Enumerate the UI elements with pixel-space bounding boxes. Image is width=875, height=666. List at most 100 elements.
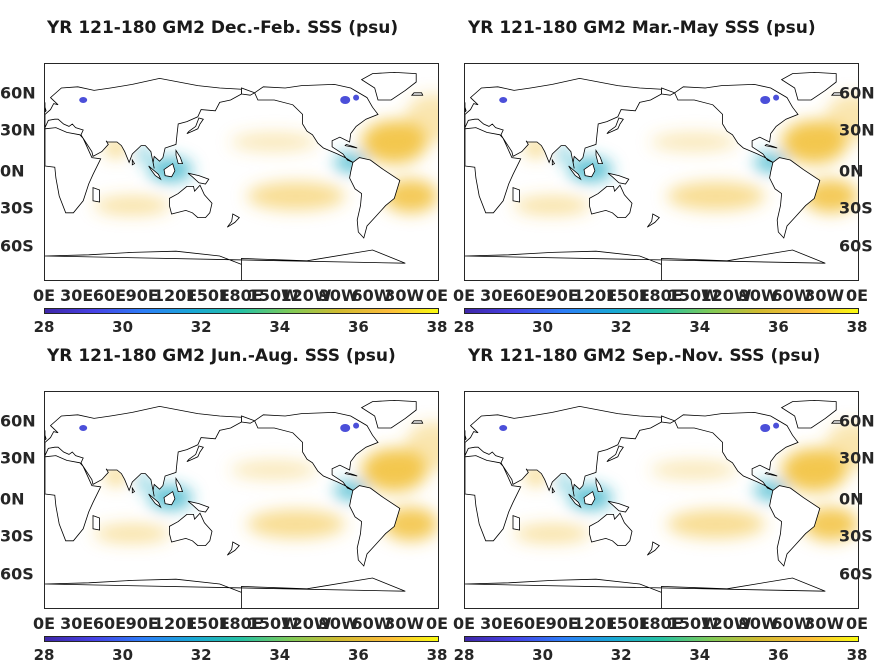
- low-salinity-sea: [499, 425, 508, 431]
- lon-tick-label: 180E: [638, 614, 683, 633]
- salinity-feature: [247, 181, 346, 211]
- land-australia: [169, 512, 213, 546]
- low-salinity-sea: [760, 424, 771, 432]
- salinity-feature: [667, 509, 766, 539]
- panel-title: YR 121-180 GM2 Mar.-May SSS (psu): [468, 18, 816, 38]
- lon-tick-label: 90W: [738, 614, 779, 633]
- lon-tick-label: 90E: [545, 286, 579, 305]
- sss-map: [44, 391, 439, 609]
- lon-tick-label: 90W: [738, 286, 779, 305]
- low-salinity-sea: [773, 94, 780, 101]
- map-svg: [465, 392, 858, 608]
- land-australia: [589, 184, 633, 218]
- lat-tick-label: 60N: [839, 411, 875, 431]
- lon-axis: 0E 30E 60E 90E 120E 150E 180E 150W 120W 90W 60W 30W…: [33, 286, 454, 306]
- lon-tick-label: 120W: [700, 286, 752, 305]
- island-borneo: [163, 162, 176, 178]
- colorbar-tick-label: 30: [112, 318, 134, 336]
- lon-tick-label: 90W: [318, 614, 359, 633]
- island-japan: [186, 117, 204, 134]
- colorbar-tick-label: 38: [426, 318, 448, 336]
- colorbar-tick-label: 34: [269, 318, 291, 336]
- lon-tick-label: 120E: [572, 286, 618, 305]
- lon-tick-label: 90E: [545, 614, 579, 633]
- island-madagascar: [92, 187, 100, 203]
- colorbar: [44, 636, 439, 642]
- land-eurasia: [465, 77, 662, 169]
- land-eurasia: [465, 405, 662, 497]
- map-panel: YR 121-180 GM2 Mar.-May SSS (psu) 60N 30N 0…: [420, 18, 875, 338]
- lon-tick-label: 30W: [804, 286, 845, 305]
- map-svg: [45, 392, 438, 608]
- island-borneo: [583, 162, 596, 178]
- sss-map: [44, 63, 439, 281]
- lon-tick-label: 30E: [480, 614, 514, 633]
- island-philippines: [595, 476, 604, 492]
- colorbar-tick-label: 34: [689, 318, 711, 336]
- island-uk: [465, 102, 467, 113]
- island-iceland: [830, 92, 844, 96]
- island-cuba: [344, 471, 358, 477]
- land-australia: [589, 512, 633, 546]
- lon-tick-label: 90E: [125, 614, 159, 633]
- colorbar-tick-label: 30: [532, 318, 554, 336]
- island-new-zealand: [226, 213, 240, 228]
- lat-tick-label: 0N: [0, 161, 25, 181]
- salinity-feature: [556, 146, 570, 162]
- sss-map: [464, 391, 859, 609]
- lat-tick-label: 0N: [839, 489, 864, 509]
- island-sumatra: [148, 165, 162, 181]
- island-new-zealand: [646, 213, 660, 228]
- lon-tick-label: 30W: [804, 614, 845, 633]
- island-new-guinea: [607, 500, 630, 513]
- lat-tick-label: 0N: [839, 161, 864, 181]
- lon-tick-label: 60E: [92, 286, 127, 305]
- lon-tick-label: 120W: [280, 286, 332, 305]
- panel-title: YR 121-180 GM2 Dec.-Feb. SSS (psu): [47, 18, 399, 38]
- salinity-feature: [825, 422, 858, 470]
- colorbar: [44, 308, 439, 314]
- lon-tick-label: 150E: [605, 614, 650, 633]
- colorbar-tick-label: 30: [112, 646, 134, 664]
- island-sri-lanka: [131, 158, 136, 166]
- lon-tick-label: 0E: [845, 286, 869, 305]
- lat-tick-label: 60N: [0, 83, 36, 103]
- island-philippines: [175, 148, 184, 164]
- lon-tick-label: 0E: [425, 286, 449, 305]
- lon-tick-label: 60E: [512, 286, 547, 305]
- island-uk: [465, 430, 467, 441]
- lon-tick-label: 0E: [452, 286, 476, 305]
- lat-tick-label: 30N: [0, 120, 36, 140]
- salinity-feature: [136, 474, 150, 490]
- low-salinity-sea: [79, 97, 88, 103]
- panel-title: YR 121-180 GM2 Sep.-Nov. SSS (psu): [468, 346, 821, 366]
- low-salinity-sea: [340, 96, 351, 104]
- land-africa: [45, 127, 102, 214]
- colorbar-tick-label: 36: [347, 646, 369, 664]
- salinity-feature: [230, 132, 318, 152]
- land-eurasia: [45, 405, 242, 497]
- colorbar-tick-label: 28: [33, 646, 55, 664]
- island-uk: [45, 102, 47, 113]
- lon-tick-label: 60W: [771, 286, 812, 305]
- low-salinity-sea: [353, 422, 360, 429]
- salinity-feature: [514, 524, 591, 544]
- salinity-feature: [514, 196, 591, 216]
- salinity-feature: [405, 422, 438, 470]
- map-svg: [45, 64, 438, 280]
- lat-tick-label: 60N: [0, 411, 36, 431]
- lat-tick-label: 60N: [839, 83, 875, 103]
- lon-tick-label: 60W: [351, 286, 392, 305]
- lon-tick-label: 120E: [572, 614, 618, 633]
- land-north-america: [674, 83, 799, 163]
- island-madagascar: [512, 187, 520, 203]
- land-australia: [169, 184, 213, 218]
- lon-tick-label: 60W: [771, 614, 812, 633]
- low-salinity-sea: [79, 425, 88, 431]
- island-new-guinea: [607, 172, 630, 185]
- island-iceland: [830, 420, 844, 424]
- map-svg: [465, 64, 858, 280]
- land-antarctica: [45, 249, 406, 280]
- island-cuba: [764, 471, 778, 477]
- lon-tick-label: 60W: [351, 614, 392, 633]
